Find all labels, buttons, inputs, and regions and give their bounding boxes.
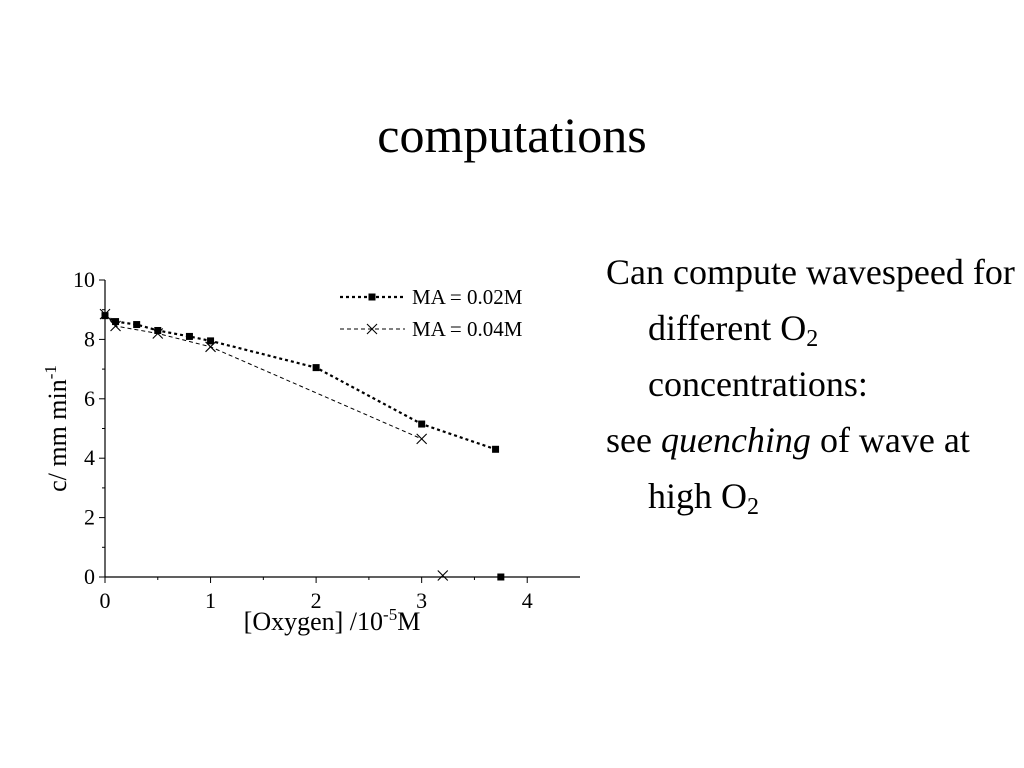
bullet-list: Can compute wavespeed for different O2 c… (606, 244, 1016, 524)
x-marker-stroke (110, 320, 121, 332)
series-1-point (312, 364, 320, 372)
y-tick-label: 8 (84, 326, 95, 351)
x-marker-stroke (152, 328, 164, 339)
series-1-point (133, 321, 141, 329)
series-2-point (437, 570, 449, 581)
x-tick-label: 0 (100, 588, 111, 613)
bullet-2-pre: see (606, 420, 661, 460)
y-tick-label: 2 (84, 505, 95, 530)
series-1-point (101, 312, 109, 320)
bullet-item-1: Can compute wavespeed for different O2 c… (606, 244, 1016, 412)
bullet-1-subscript: 2 (806, 326, 819, 352)
series-2-point (416, 433, 428, 445)
series-1-point (207, 337, 215, 345)
series-1-point (112, 318, 120, 326)
series-2-point (110, 320, 121, 332)
bullet-1-text: Can compute wavespeed for different O (606, 252, 1015, 348)
bullet-2-mid: of wave at high O (648, 420, 970, 516)
chart-series-marks (99, 308, 505, 581)
legend-label: MA = 0.04M (412, 317, 523, 341)
bullet-2-emphasis: quenching (660, 420, 811, 460)
x-marker-stroke (437, 570, 449, 581)
series-1-point (154, 326, 162, 334)
y-tick-label: 4 (84, 445, 95, 470)
series-2-point (152, 328, 164, 339)
legend-label: MA = 0.02M (412, 285, 523, 309)
y-axis-label: c/ mm min-1 (41, 365, 72, 492)
legend-item: MA = 0.02M (340, 285, 523, 309)
series-2-point (99, 308, 111, 320)
legend-swatch-marker (366, 323, 378, 335)
series-2-line (104, 313, 422, 440)
legend-swatch-marker (368, 293, 376, 301)
x-tick-label: 4 (522, 588, 533, 613)
x-tick-label: 1 (205, 588, 216, 613)
legend-item: MA = 0.04M (340, 317, 523, 341)
series-2-point (205, 341, 216, 353)
series-1-line (104, 314, 496, 451)
x-tick-label: 2 (311, 588, 322, 613)
slide-title: computations (377, 107, 647, 163)
y-tick-label: 6 (84, 386, 95, 411)
bullet-2-subscript: 2 (747, 494, 759, 520)
x-marker-stroke (416, 433, 428, 445)
chart: 0 1 2 3 4 0 2 4 6 8 10 MA = 0.02M MA = 0.04M [Oxyge… (0, 250, 600, 650)
series-1-point (492, 445, 500, 453)
y-tick-label: 0 (84, 564, 95, 589)
y-tick-label: 10 (73, 267, 95, 292)
x-marker-stroke (366, 323, 378, 335)
chart-legend: MA = 0.02M MA = 0.04M (340, 285, 523, 341)
series-1-point (185, 332, 193, 340)
chart-svg: 0 1 2 3 4 0 2 4 6 8 10 MA = 0.02M MA = 0.04M [Oxyge… (41, 267, 580, 636)
x-marker-stroke (99, 308, 111, 320)
x-marker-stroke (205, 341, 216, 353)
series-1-point (497, 573, 505, 581)
bullet-item-2: see quenching of wave at high O2 (606, 412, 1016, 524)
chart-ticks: 0 1 2 3 4 0 2 4 6 8 10 (73, 267, 533, 613)
x-tick-label: 3 (416, 588, 427, 613)
x-axis-label: [Oxygen] /10-5M (244, 605, 421, 636)
bullet-1-tail: concentrations: (648, 364, 868, 404)
series-1-point (418, 420, 426, 428)
